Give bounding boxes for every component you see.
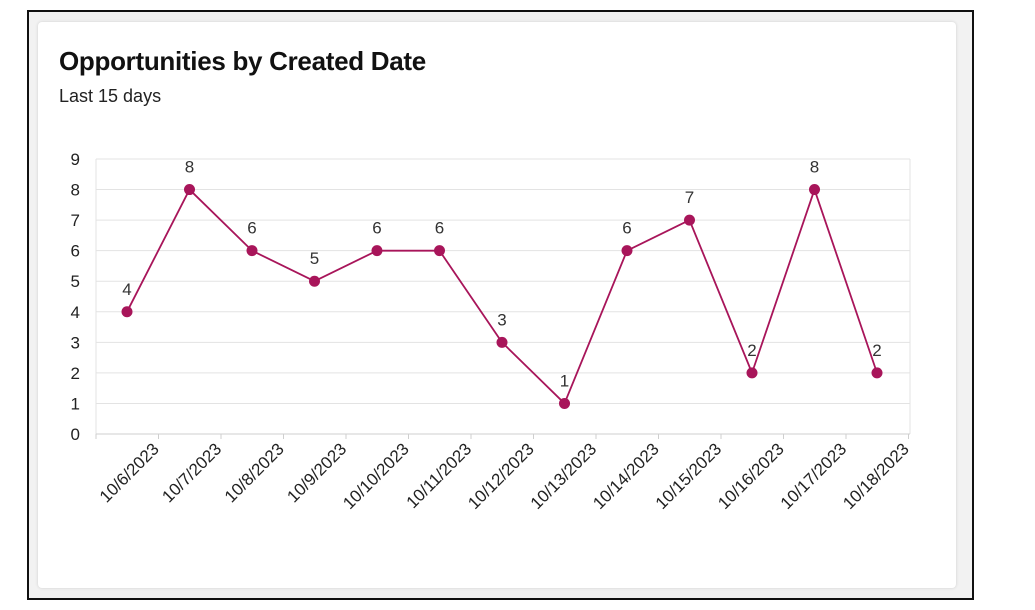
data-label: 2 [872, 341, 881, 360]
y-tick-label: 4 [71, 303, 80, 322]
data-points [121, 184, 883, 409]
data-point [246, 245, 258, 257]
data-label: 6 [435, 219, 444, 238]
data-point [684, 214, 695, 226]
data-label: 6 [247, 219, 256, 238]
y-tick-label: 5 [71, 272, 80, 291]
x-tick-label: 10/6/2023 [96, 439, 163, 506]
data-label: 3 [497, 310, 506, 329]
data-point [496, 336, 508, 348]
chart-title: Opportunities by Created Date [59, 46, 426, 76]
chart-card [38, 22, 956, 588]
y-tick-label: 9 [71, 150, 80, 169]
x-tick-label: 10/17/2023 [777, 439, 851, 513]
data-label: 1 [560, 371, 569, 390]
data-point [434, 245, 445, 257]
x-tick-label: 10/12/2023 [464, 439, 538, 513]
y-tick-label: 0 [71, 425, 80, 444]
x-axis: 10/6/202310/7/202310/8/202310/9/202310/1… [95, 433, 913, 513]
series-polyline [126, 188, 878, 405]
data-point [871, 367, 883, 379]
data-label: 6 [372, 219, 381, 238]
y-tick-label: 6 [71, 242, 80, 261]
y-tick-label: 8 [71, 181, 80, 200]
x-tick-label: 10/8/2023 [221, 439, 288, 506]
x-tick-label: 10/15/2023 [652, 439, 726, 513]
data-point [184, 184, 195, 196]
data-point [371, 245, 383, 257]
x-tick-label: 10/7/2023 [158, 439, 225, 506]
y-tick-label: 3 [71, 333, 80, 352]
data-label: 7 [685, 188, 694, 207]
data-label: 2 [747, 341, 756, 360]
y-axis: 0 1 2 3 4 5 6 7 8 9 [71, 150, 80, 444]
data-point [746, 367, 758, 379]
x-tick-label: 10/16/2023 [714, 439, 788, 513]
y-tick-label: 2 [71, 364, 80, 383]
data-label: 4 [122, 280, 131, 299]
y-tick-label: 7 [71, 211, 80, 230]
data-point [309, 275, 320, 287]
data-labels: 4 8 6 5 6 6 3 1 6 7 2 8 2 [122, 158, 881, 391]
x-tick-label: 10/18/2023 [839, 439, 913, 513]
x-tick-label: 10/14/2023 [589, 439, 663, 513]
x-tick-label: 10/13/2023 [527, 439, 601, 513]
data-label: 8 [185, 158, 194, 177]
data-point [121, 306, 133, 318]
y-tick-label: 1 [71, 394, 80, 413]
data-point [809, 184, 820, 196]
data-point [621, 245, 633, 257]
gridlines [95, 158, 911, 435]
data-label: 5 [310, 249, 319, 268]
chart-subtitle: Last 15 days [59, 86, 162, 106]
series-line [126, 188, 878, 405]
data-label: 6 [622, 219, 631, 238]
x-tick-label: 10/11/2023 [403, 439, 476, 512]
x-tick-label: 10/10/2023 [339, 439, 413, 513]
data-label: 8 [810, 158, 819, 177]
data-point [559, 397, 570, 409]
x-tick-label: 10/9/2023 [283, 439, 350, 506]
